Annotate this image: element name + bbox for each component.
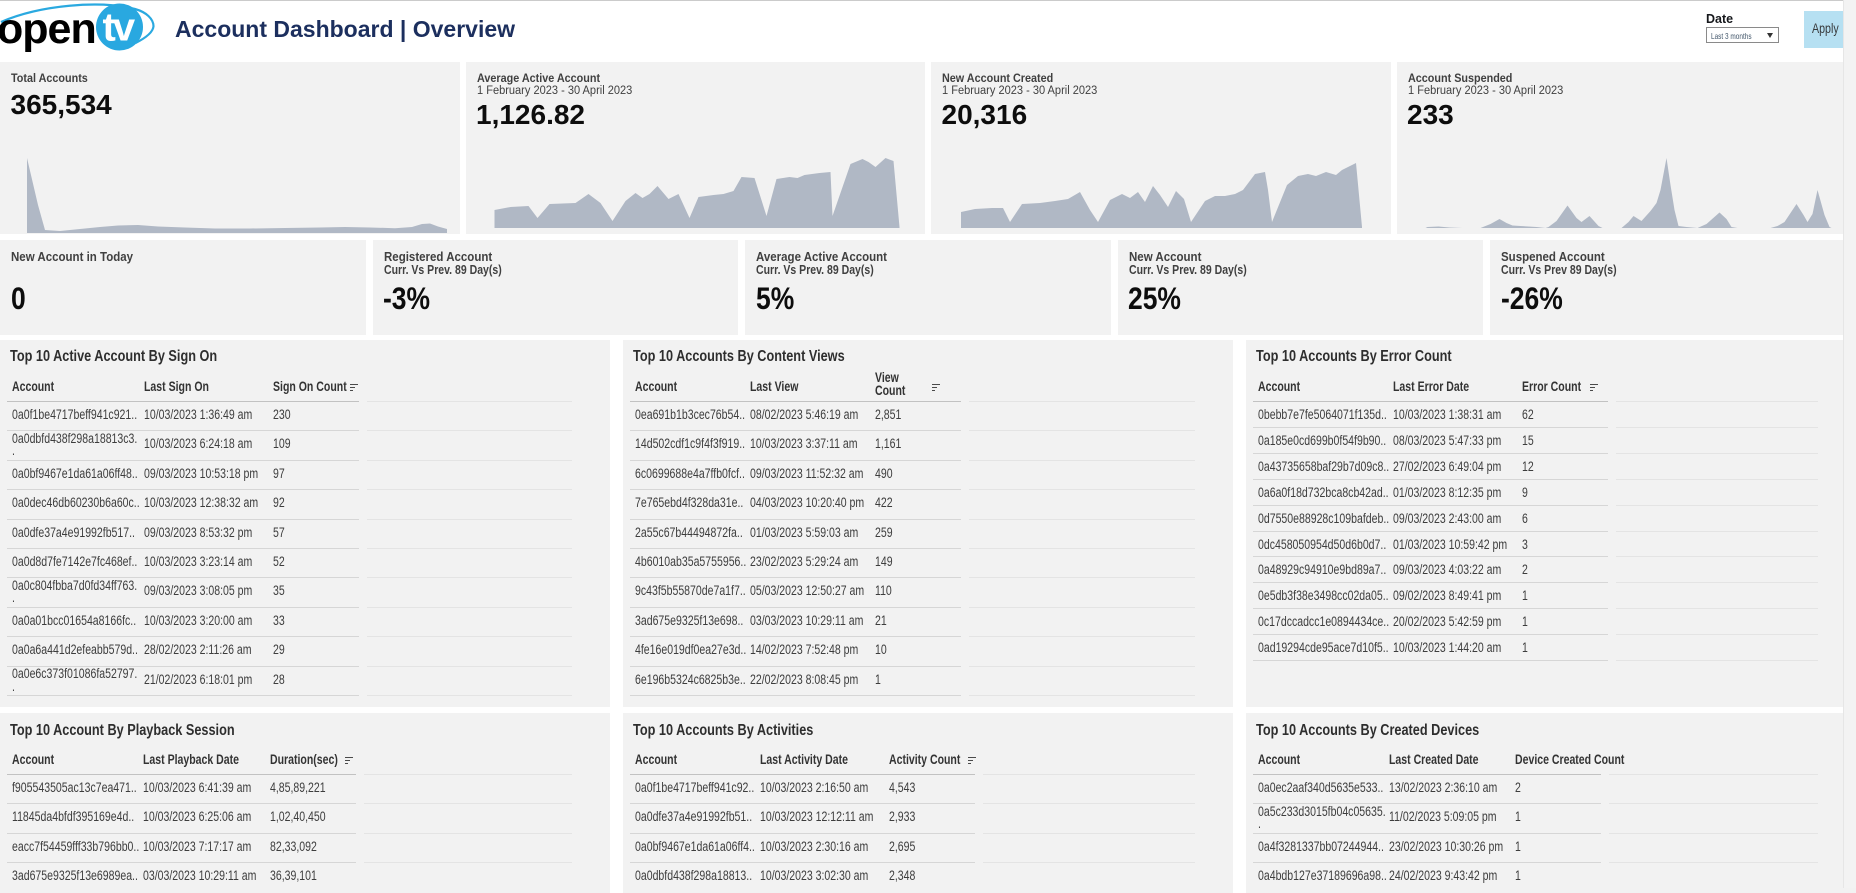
svg-text:tv: tv	[103, 6, 136, 50]
svg-text:open: open	[0, 5, 96, 53]
